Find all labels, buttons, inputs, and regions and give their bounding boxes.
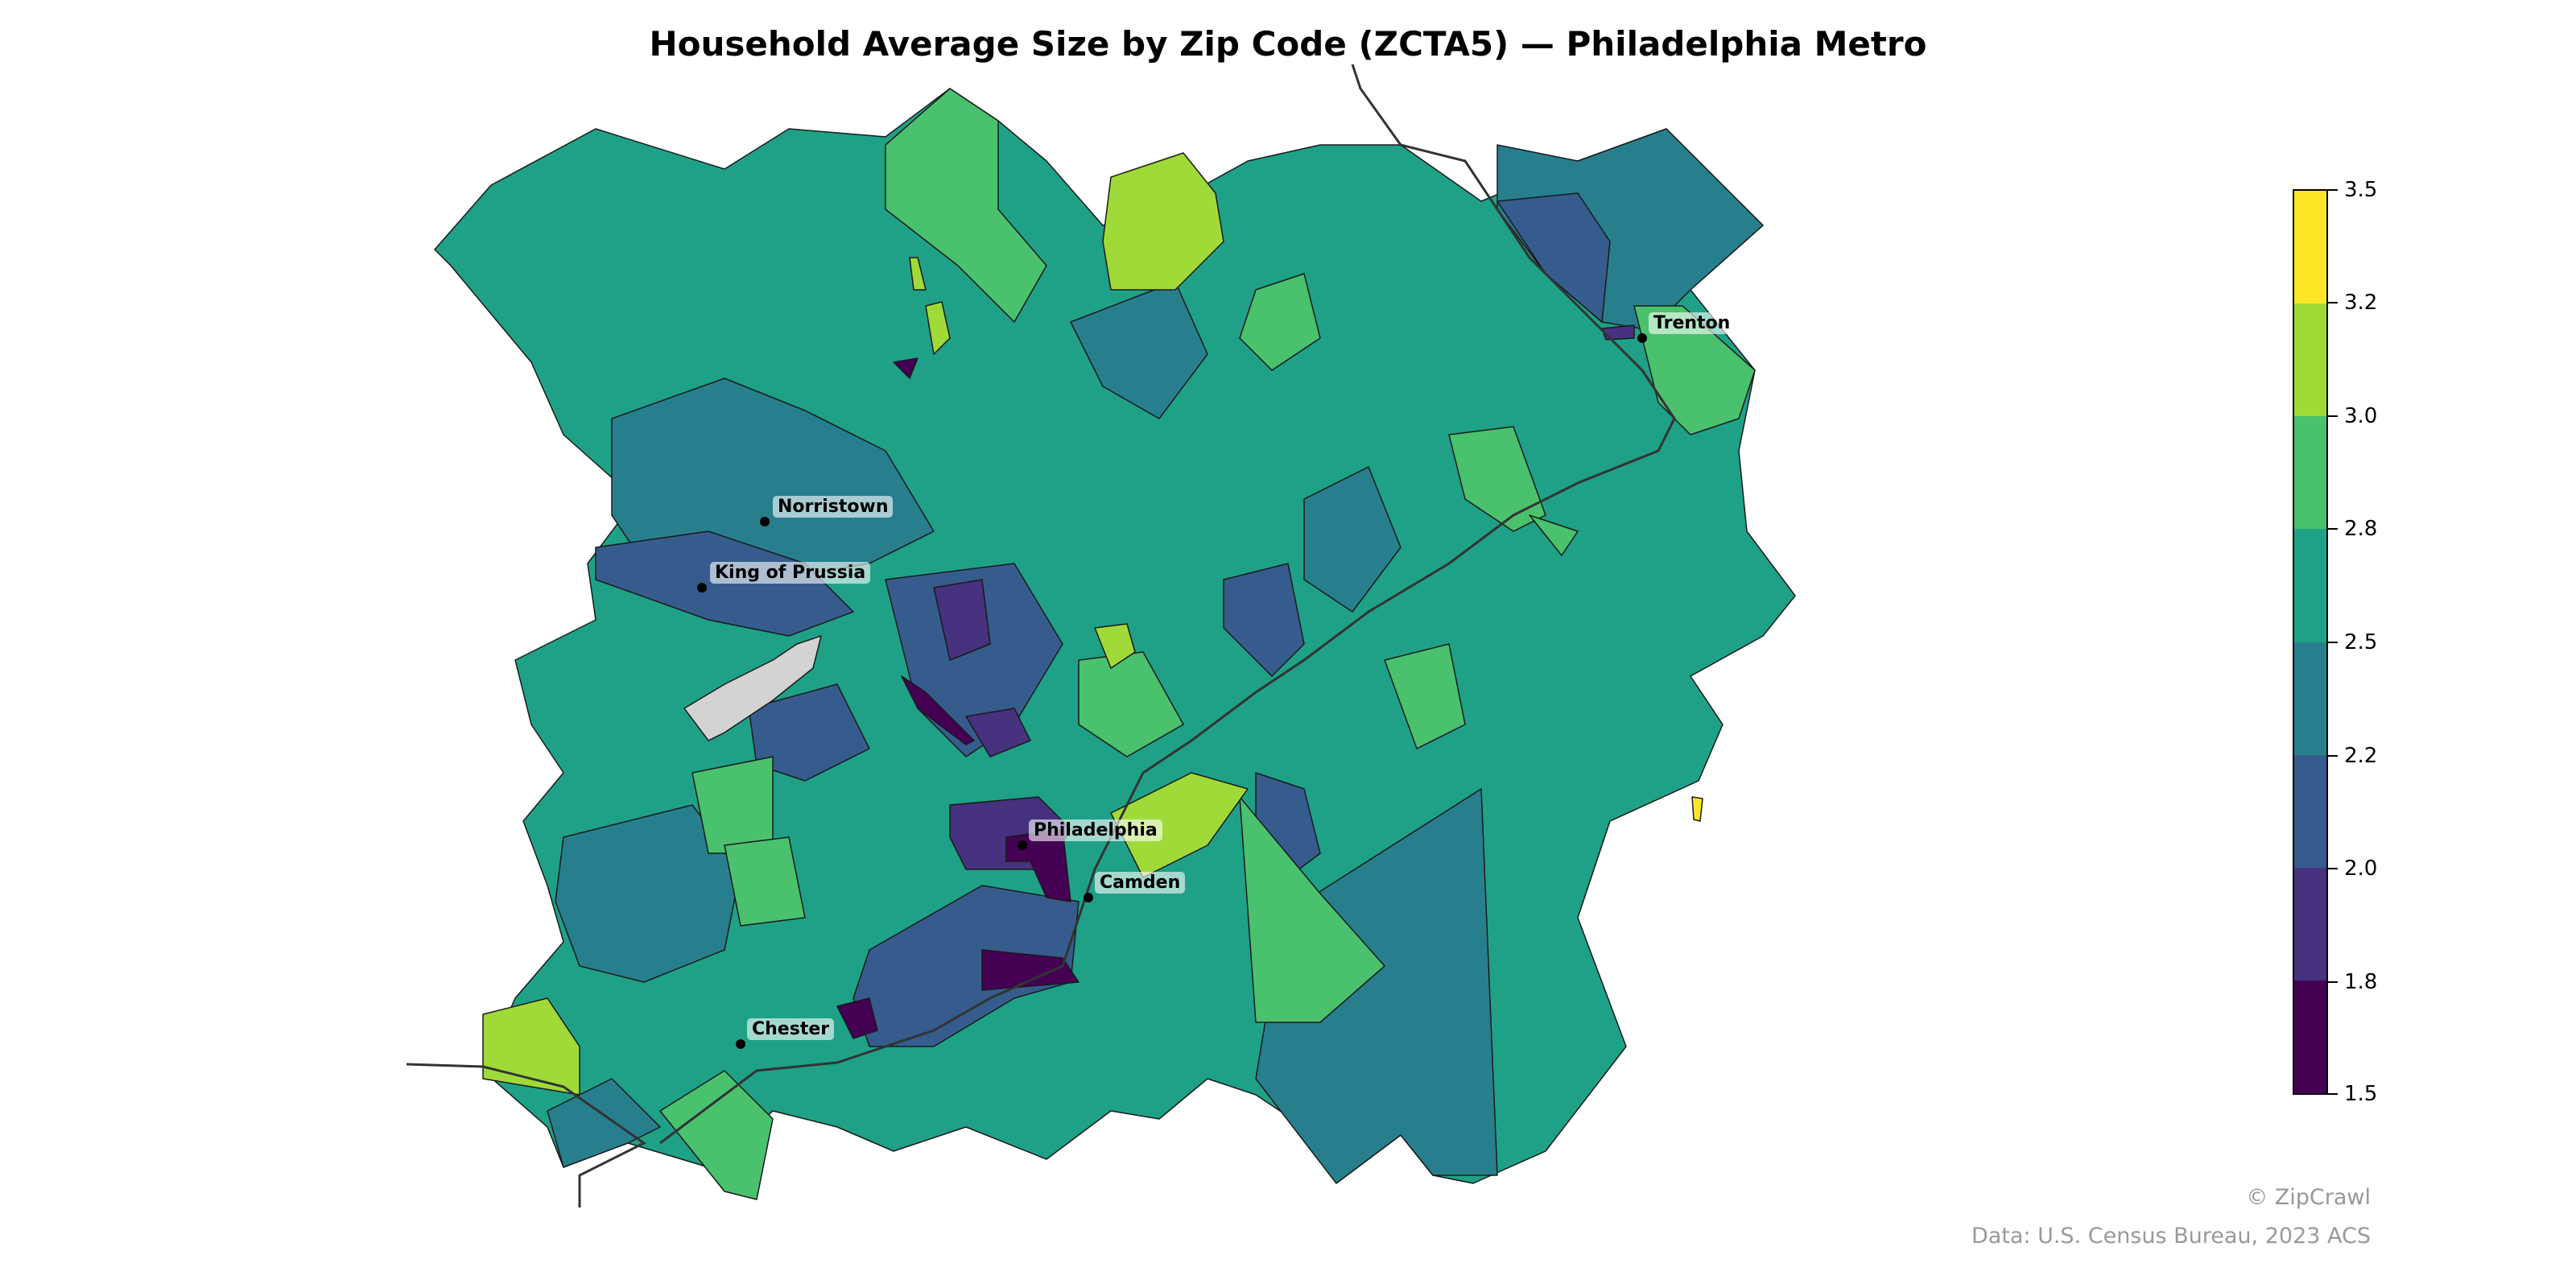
data-source-text: Data: U.S. Census Bureau, 2023 ACS bbox=[1971, 1224, 2371, 1249]
colorbar-tick-label: 3.5 bbox=[2344, 178, 2378, 202]
city-label-king-of-prussia: King of Prussia bbox=[710, 562, 871, 584]
city-marker-chester bbox=[736, 1039, 745, 1049]
colorbar-bin-2.8-3.0 bbox=[2294, 416, 2326, 530]
city-marker-norristown bbox=[760, 517, 770, 526]
colorbar-tick bbox=[2328, 642, 2338, 643]
colorbar-tick bbox=[2328, 868, 2338, 869]
colorbar-tick-label: 1.5 bbox=[2344, 1082, 2378, 1106]
city-marker-trenton bbox=[1637, 333, 1647, 343]
colorbar-tick bbox=[2328, 981, 2338, 983]
colorbar-tick-label: 2.8 bbox=[2344, 517, 2378, 541]
city-label-camden: Camden bbox=[1095, 872, 1186, 894]
colorbar-tick-label: 2.2 bbox=[2344, 744, 2378, 768]
colorbar-bin-2.2-2.5 bbox=[2294, 642, 2326, 755]
colorbar-bin-2.0-2.2 bbox=[2294, 754, 2326, 868]
colorbar-tick bbox=[2328, 528, 2338, 530]
state-boundary bbox=[406, 1063, 646, 1208]
colorbar-tick-label: 3.2 bbox=[2344, 291, 2378, 315]
colorbar-tick-label: 3.0 bbox=[2344, 404, 2378, 428]
colorbar-tick bbox=[2328, 415, 2338, 417]
colorbar-bin-2.5-2.8 bbox=[2294, 529, 2326, 642]
colorbar-tick-label: 2.0 bbox=[2344, 857, 2378, 881]
colorbar-bin-3.2-3.5 bbox=[2294, 191, 2326, 304]
city-marker-philadelphia bbox=[1018, 840, 1027, 850]
colorbar-tick bbox=[2328, 189, 2338, 191]
city-marker-camden bbox=[1084, 893, 1093, 902]
colorbar-bin-1.8-2.0 bbox=[2294, 867, 2326, 980]
chart-title: Household Average Size by Zip Code (ZCTA… bbox=[649, 24, 1927, 64]
colorbar bbox=[2293, 189, 2328, 1095]
colorbar-tick bbox=[2328, 1093, 2338, 1095]
colorbar-tick bbox=[2328, 302, 2338, 303]
colorbar-bin-1.5-1.8 bbox=[2294, 980, 2326, 1093]
city-marker-king-of-prussia bbox=[697, 583, 707, 592]
city-label-norristown: Norristown bbox=[773, 496, 894, 518]
delaware-river bbox=[659, 64, 1676, 1145]
colorbar-bin-3.0-3.2 bbox=[2294, 303, 2326, 417]
colorbar-tick-label: 2.5 bbox=[2344, 630, 2378, 654]
colorbar-tick bbox=[2328, 755, 2338, 757]
city-label-chester: Chester bbox=[747, 1018, 835, 1040]
city-label-philadelphia: Philadelphia bbox=[1029, 819, 1162, 841]
colorbar-tick-label: 1.8 bbox=[2344, 970, 2378, 994]
city-label-trenton: Trenton bbox=[1649, 312, 1736, 334]
copyright-text: © ZipCrawl bbox=[2246, 1185, 2371, 1210]
